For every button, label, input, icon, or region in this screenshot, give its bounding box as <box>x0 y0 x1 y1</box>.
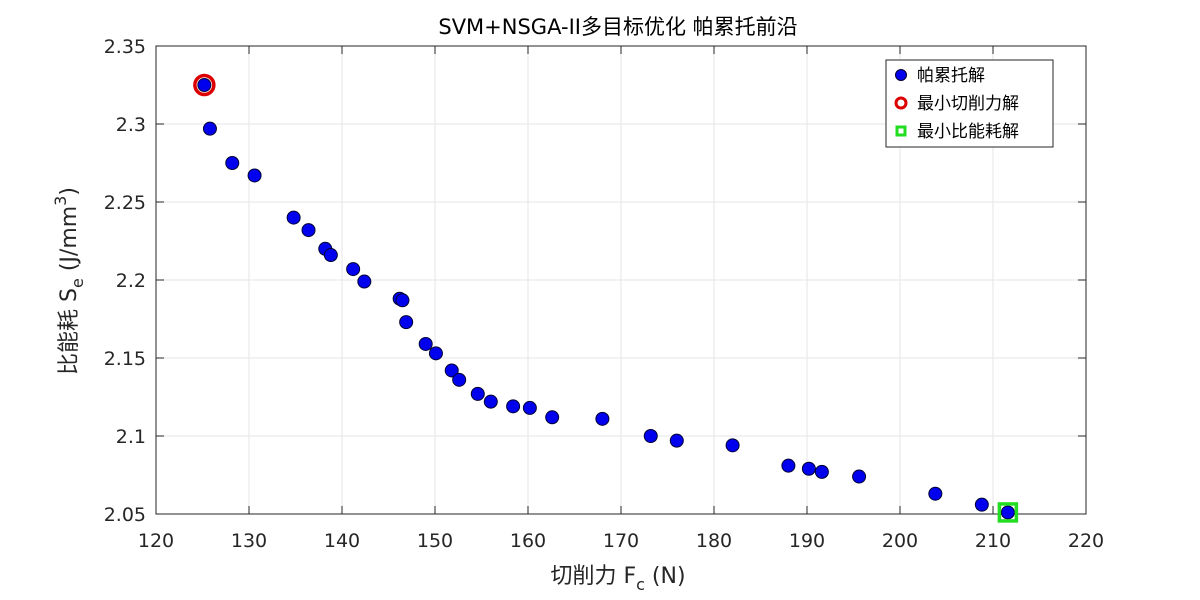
y-tick-label: 2.2 <box>116 270 146 292</box>
x-axis-title-tail: (N) <box>645 564 686 589</box>
x-tick-labels: 120 130 140 150 160 170 180 190 200 210 220 <box>138 530 1104 552</box>
x-tick-label: 210 <box>975 530 1011 552</box>
x-tick-label: 140 <box>324 530 360 552</box>
pareto-point <box>286 210 301 225</box>
pareto-point <box>801 461 816 476</box>
x-tick-label: 130 <box>231 530 267 552</box>
pareto-point <box>357 274 372 289</box>
legend-box <box>885 59 1054 148</box>
x-tick-label: 220 <box>1068 530 1104 552</box>
legend-marker-min-force <box>894 96 908 110</box>
pareto-point <box>444 363 459 378</box>
pareto-point <box>545 410 560 425</box>
pareto-point <box>225 156 240 170</box>
y-axis-title-tail: (J/mm <box>57 206 82 278</box>
y-tick-label: 2.15 <box>104 348 146 370</box>
pareto-point <box>346 262 361 277</box>
pareto-point <box>418 336 433 351</box>
pareto-point <box>725 438 740 453</box>
x-tick-label: 200 <box>882 530 918 552</box>
pareto-point <box>643 429 658 443</box>
pareto-point <box>852 469 867 484</box>
legend-label-min-force: 最小切削力解 <box>917 94 1019 114</box>
y-tick-label: 2.35 <box>104 36 146 58</box>
y-axis-title: 比能耗 Se (J/mm3) <box>51 187 87 375</box>
pareto-point <box>814 464 829 479</box>
chart-title: SVM+NSGA-II多目标优化 帕累托前沿 <box>438 15 797 39</box>
legend-label-min-energy: 最小比能耗解 <box>917 122 1019 142</box>
x-tick-label: 120 <box>138 530 174 552</box>
pareto-point <box>452 372 467 387</box>
x-tick-label: 150 <box>417 530 453 552</box>
x-tick-label: 170 <box>603 530 639 552</box>
y-tick-label: 2.25 <box>104 192 146 214</box>
pareto-point <box>522 400 537 415</box>
pareto-point <box>301 223 316 238</box>
min-energy-marker <box>997 502 1019 523</box>
legend: 帕累托解 最小切削力解 最小比能耗解 <box>885 59 1054 148</box>
y-axis-title-sup: 3 <box>51 196 70 206</box>
x-tick-label: 190 <box>789 530 825 552</box>
pareto-point <box>669 433 684 448</box>
y-axis-title-sub: e <box>68 278 87 288</box>
y-tick-label: 2.1 <box>116 426 146 448</box>
pareto-point <box>399 315 414 330</box>
y-axis-title-main: 比能耗 S <box>57 288 82 375</box>
pareto-point <box>1000 505 1015 520</box>
pareto-point <box>247 168 262 183</box>
pareto-point <box>197 78 212 92</box>
y-tick-labels: 2.05 2.1 2.15 2.2 2.25 2.3 2.35 <box>104 36 146 526</box>
data-points <box>193 73 1019 523</box>
pareto-point <box>395 293 410 308</box>
legend-marker-min-energy <box>895 125 907 137</box>
pareto-point <box>781 458 796 473</box>
legend-label-pareto: 帕累托解 <box>917 66 985 86</box>
y-axis-title-close: ) <box>57 187 82 196</box>
x-tick-label: 180 <box>696 530 732 552</box>
x-axis-title-sub: c <box>636 575 645 594</box>
legend-marker-pareto <box>895 69 907 81</box>
y-tick-label: 2.05 <box>104 504 146 526</box>
pareto-point <box>595 411 610 426</box>
plot-area-border <box>155 45 1087 515</box>
axes <box>155 45 1087 515</box>
pareto-point <box>323 248 338 263</box>
x-axis-title-main: 切削力 F <box>550 564 636 589</box>
pareto-point <box>202 121 217 136</box>
x-axis-title: 切削力 Fc (N) <box>550 564 685 594</box>
x-tick-label: 160 <box>510 530 546 552</box>
min-force-marker <box>193 73 216 97</box>
y-tick-label: 2.3 <box>116 114 146 136</box>
pareto-point <box>974 497 989 512</box>
pareto-point <box>483 394 498 409</box>
pareto-point <box>470 386 485 401</box>
pareto-point <box>928 486 943 501</box>
pareto-point <box>428 346 443 361</box>
pareto-point <box>506 399 521 414</box>
